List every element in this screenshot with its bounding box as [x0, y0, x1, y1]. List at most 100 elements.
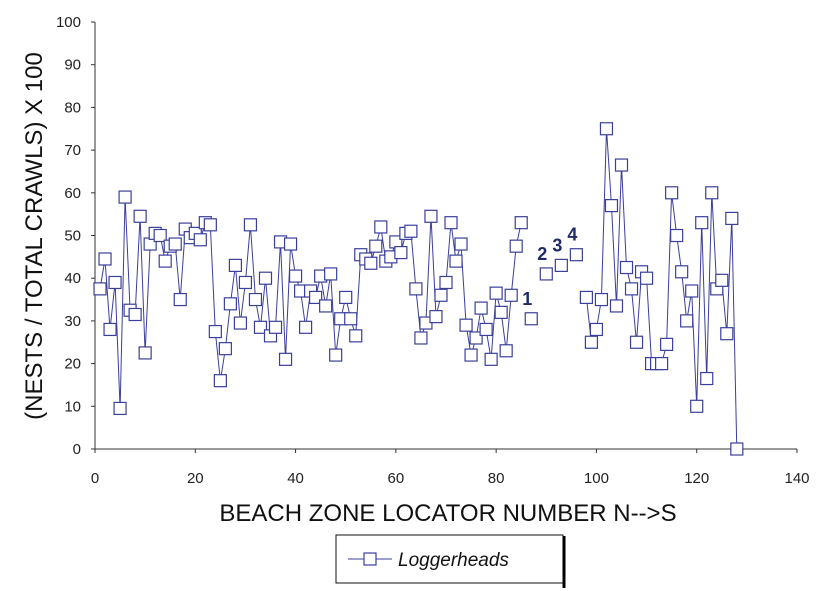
point-annotation: 3: [552, 235, 562, 255]
data-point-isolated: [554, 258, 568, 272]
y-tick-label: 0: [73, 441, 81, 458]
data-point: [594, 292, 609, 307]
data-point: [349, 329, 363, 343]
data-point: [208, 324, 222, 339]
y-tick-label: 20: [64, 356, 81, 373]
data-point: [329, 348, 343, 362]
data-point: [108, 275, 122, 290]
data-point: [514, 216, 528, 230]
data-point: [369, 239, 383, 253]
data-point: [444, 216, 458, 230]
data-point: [424, 209, 438, 223]
data-point: [243, 218, 258, 232]
data-point: [429, 310, 443, 324]
data-point: [695, 216, 709, 230]
plot-area: 0 10 20 30 40 50 60 70 80 90 100 0 20 40 60 80 100 120 140…: [56, 14, 810, 487]
data-point: [374, 220, 388, 234]
x-tick-label: 40: [287, 470, 304, 487]
data-point: [655, 357, 669, 371]
data-point: [730, 442, 744, 456]
data-point-isolated: [569, 248, 583, 262]
data-point: [153, 228, 167, 243]
data-point: [660, 337, 674, 351]
x-tick-label: 100: [584, 470, 609, 487]
data-point: [409, 282, 423, 296]
data-point: [414, 331, 428, 345]
data-point: [98, 252, 112, 266]
y-tick-label: 90: [64, 57, 81, 74]
data-point: [619, 260, 634, 275]
data-point: [324, 267, 338, 281]
data-point: [103, 322, 117, 337]
data-point: [675, 265, 689, 279]
data-point: [680, 314, 694, 328]
data-point: [344, 312, 358, 326]
data-point: [278, 352, 293, 366]
data-point: [128, 307, 142, 322]
data-point: [690, 399, 704, 413]
y-tick-label: 50: [64, 228, 81, 245]
data-point: [238, 275, 253, 290]
data-point-isolated: [539, 267, 553, 281]
x-tick-label: 20: [187, 470, 204, 487]
data-point: [404, 224, 418, 238]
data-point: [253, 320, 268, 334]
data-point: [339, 290, 353, 305]
data-point: [604, 199, 619, 213]
data-point: [479, 322, 493, 337]
point-annotation: 4: [567, 225, 577, 245]
legend: Loggerheads: [335, 534, 566, 588]
data-point: [504, 288, 518, 302]
data-point: [484, 352, 498, 366]
data-point: [700, 371, 714, 386]
data-point: [489, 286, 503, 300]
y-tick-label: 60: [64, 185, 81, 202]
data-point-isolated: [524, 312, 538, 326]
x-tick-label: 80: [488, 470, 505, 487]
data-point: [459, 318, 473, 332]
y-tick-label: 10: [64, 398, 81, 415]
y-tick-label: 100: [56, 14, 81, 31]
x-tick-label: 0: [91, 470, 99, 487]
data-point: [439, 275, 453, 290]
data-point: [258, 271, 273, 285]
data-point: [299, 320, 313, 334]
x-tick-label: 120: [684, 470, 709, 487]
data-point: [629, 335, 644, 349]
data-point: [685, 284, 699, 298]
data-point: [589, 322, 604, 337]
data-point: [193, 233, 207, 247]
data-point: [158, 254, 172, 268]
data-point: [268, 320, 283, 334]
data-point: [599, 122, 614, 136]
data-point: [133, 209, 147, 223]
y-tick-label: 70: [64, 142, 81, 159]
data-point: [93, 282, 107, 296]
data-point: [474, 301, 488, 315]
legend-label: Loggerheads: [398, 550, 509, 571]
data-point: [213, 374, 227, 388]
x-axis-title: BEACH ZONE LOCATOR NUMBER N-->S: [219, 500, 676, 527]
data-point: [624, 282, 639, 296]
data-point: [434, 288, 448, 302]
data-point: [228, 258, 242, 272]
x-tick-label: 140: [784, 470, 809, 487]
data-point: [494, 305, 508, 319]
y-tick-label: 30: [64, 313, 81, 330]
point-annotation: 1: [522, 289, 532, 309]
data-point: [464, 348, 478, 362]
data-point: [233, 316, 248, 330]
y-axis-title: (NESTS / TOTAL CRAWLS) X 100: [21, 52, 48, 420]
data-point: [248, 292, 263, 307]
x-tick-label: 60: [388, 470, 405, 487]
y-tick-label: 80: [64, 99, 81, 116]
data-point: [288, 269, 303, 283]
data-point: [584, 335, 599, 349]
data-point: [218, 342, 232, 356]
y-tick-label: 40: [64, 270, 81, 287]
data-point: [173, 292, 187, 307]
data-point: [579, 290, 594, 305]
data-point: [670, 228, 684, 243]
data-point: [283, 237, 298, 251]
